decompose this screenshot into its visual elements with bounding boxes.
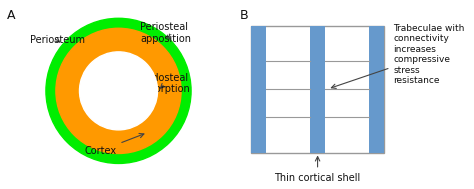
Circle shape bbox=[80, 52, 157, 130]
Bar bbox=[369, 26, 384, 153]
Circle shape bbox=[46, 18, 191, 163]
Text: B: B bbox=[239, 9, 248, 22]
Bar bbox=[251, 26, 266, 153]
Text: Cortex: Cortex bbox=[84, 133, 144, 156]
Text: Periosteum: Periosteum bbox=[29, 35, 84, 45]
Text: Thin cortical shell: Thin cortical shell bbox=[274, 156, 361, 183]
Bar bbox=[310, 26, 325, 153]
Circle shape bbox=[56, 28, 181, 153]
Bar bbox=[251, 26, 384, 153]
Text: Trabeculae with
connectivity
increases
compressive
stress
resistance: Trabeculae with connectivity increases c… bbox=[331, 24, 465, 88]
Text: Endosteal
resorption: Endosteal resorption bbox=[140, 73, 190, 94]
Text: Periosteal
apposition: Periosteal apposition bbox=[140, 22, 191, 44]
Text: A: A bbox=[7, 9, 16, 22]
